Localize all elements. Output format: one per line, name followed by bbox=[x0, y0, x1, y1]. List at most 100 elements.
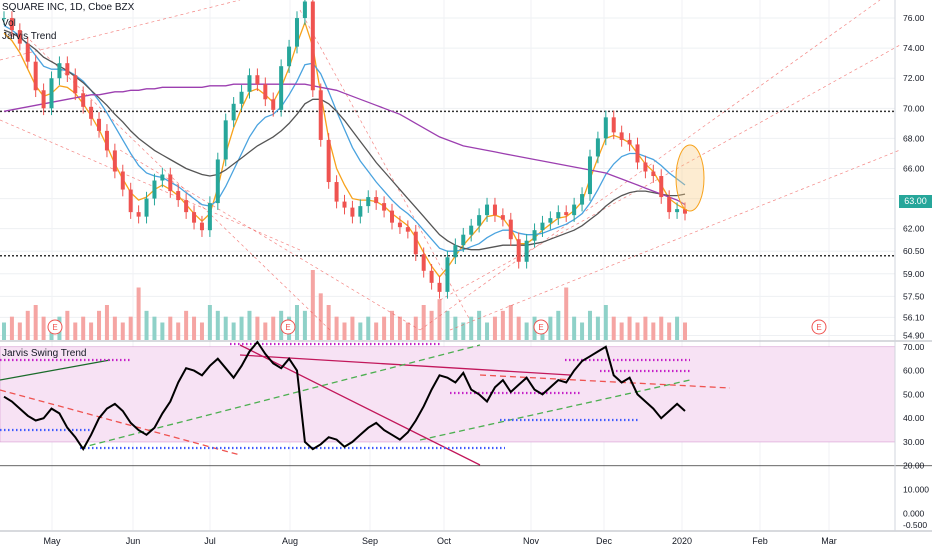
volume-bar bbox=[667, 322, 672, 340]
candle-body bbox=[485, 204, 490, 216]
candle-body bbox=[540, 222, 545, 231]
candle-body bbox=[97, 118, 102, 131]
oscillator-tick-label: 20.00 bbox=[903, 461, 925, 471]
candle-body bbox=[192, 212, 197, 223]
volume-bar bbox=[635, 322, 640, 340]
volume-bar bbox=[485, 322, 490, 340]
candle-body bbox=[318, 90, 323, 140]
candle-body bbox=[294, 18, 299, 47]
volume-bar bbox=[334, 316, 339, 340]
candle-body bbox=[500, 215, 505, 220]
candle-body bbox=[223, 120, 228, 160]
volume-bar bbox=[33, 305, 38, 340]
candle-body bbox=[421, 254, 426, 271]
oscillator-tick-label: 70.00 bbox=[903, 342, 925, 352]
time-axis-label: Nov bbox=[523, 536, 540, 546]
oscillator-line bbox=[3, 340, 686, 452]
candle-body bbox=[215, 159, 220, 204]
volume-bar bbox=[104, 305, 109, 340]
candle-body bbox=[603, 117, 608, 139]
volume-bar bbox=[358, 322, 363, 340]
candle-body bbox=[619, 132, 624, 140]
candle-body bbox=[659, 176, 664, 198]
symbol-title: SQUARE INC, 1D, Cboe BZX bbox=[2, 2, 135, 13]
volume-bar bbox=[263, 322, 268, 340]
volume-bar bbox=[73, 322, 78, 340]
candle-body bbox=[675, 209, 680, 213]
candle-body bbox=[492, 204, 497, 216]
candle-body bbox=[532, 230, 537, 241]
oscillator-trend-line bbox=[239, 344, 481, 466]
volume-bar bbox=[41, 316, 46, 340]
volume-bar bbox=[659, 316, 664, 340]
oscillator-tick-label: 10.000 bbox=[903, 485, 929, 495]
volume-bar bbox=[683, 322, 687, 340]
candle-body bbox=[287, 46, 292, 67]
volume-bar bbox=[136, 287, 141, 340]
volume-bar bbox=[239, 316, 244, 340]
price-tick-label: 57.50 bbox=[903, 291, 925, 301]
candle-body bbox=[65, 63, 70, 76]
volume-bar bbox=[294, 305, 299, 340]
volume-bar bbox=[342, 322, 347, 340]
volume-bar bbox=[318, 293, 323, 340]
oscillator-tick-label: 60.00 bbox=[903, 366, 925, 376]
volume-bar bbox=[413, 316, 418, 340]
volume-bar bbox=[2, 322, 6, 340]
earnings-marker bbox=[280, 319, 296, 335]
volume-bar bbox=[556, 310, 561, 340]
price-tick-label: 74.00 bbox=[903, 43, 925, 53]
volume-bar bbox=[508, 305, 513, 340]
candle-body bbox=[199, 222, 204, 231]
candle-body bbox=[81, 93, 86, 107]
candle-body bbox=[390, 210, 395, 223]
earnings-marker-label: E bbox=[538, 323, 543, 332]
candle-body bbox=[231, 103, 236, 121]
oscillator-tick-label: 0.000 bbox=[903, 508, 925, 518]
volume-bar bbox=[160, 322, 165, 340]
candle-body bbox=[445, 257, 450, 292]
volume-bar bbox=[587, 310, 592, 340]
candle-body bbox=[556, 212, 561, 219]
candle-body bbox=[9, 18, 14, 31]
candle-body bbox=[413, 231, 418, 255]
earnings-marker bbox=[533, 319, 549, 335]
volume-bar bbox=[207, 305, 212, 340]
volume-bar bbox=[572, 316, 577, 340]
volume-bar bbox=[192, 316, 197, 340]
oscillator-trend-line bbox=[239, 354, 571, 376]
volume-bar bbox=[25, 310, 30, 340]
trend-line bbox=[439, 44, 901, 301]
volume-bar bbox=[548, 316, 553, 340]
volume-bar bbox=[128, 316, 133, 340]
volume-bar bbox=[215, 310, 220, 340]
volume-bar bbox=[65, 310, 70, 340]
time-axis-label: Sep bbox=[362, 536, 378, 546]
price-tick-label: 59.00 bbox=[903, 269, 925, 279]
candle-body bbox=[57, 63, 62, 79]
volume-bar bbox=[152, 316, 157, 340]
candle-body bbox=[643, 162, 648, 172]
candle-body bbox=[397, 222, 402, 228]
price-tick-label: 54.90 bbox=[903, 330, 925, 340]
moving-average-line bbox=[3, 83, 686, 206]
volume-bar bbox=[397, 316, 402, 340]
moving-average-line bbox=[3, 20, 686, 278]
candle-body bbox=[350, 207, 355, 217]
trend-line bbox=[119, 149, 421, 331]
candle-body bbox=[247, 75, 252, 92]
price-tick-label: 56.10 bbox=[903, 312, 925, 322]
volume-bar bbox=[231, 322, 236, 340]
volume-bar bbox=[469, 316, 474, 340]
volume-bar bbox=[255, 316, 260, 340]
trend-line bbox=[299, 9, 471, 321]
candle-body bbox=[176, 191, 181, 201]
volume-bar bbox=[421, 305, 426, 340]
candle-body bbox=[524, 240, 529, 262]
candle-body bbox=[342, 201, 347, 208]
earnings-marker-label: E bbox=[816, 323, 821, 332]
earnings-marker bbox=[47, 319, 63, 335]
oscillator-tick-label: 40.00 bbox=[903, 413, 925, 423]
oscillator-trend-line bbox=[479, 374, 731, 389]
